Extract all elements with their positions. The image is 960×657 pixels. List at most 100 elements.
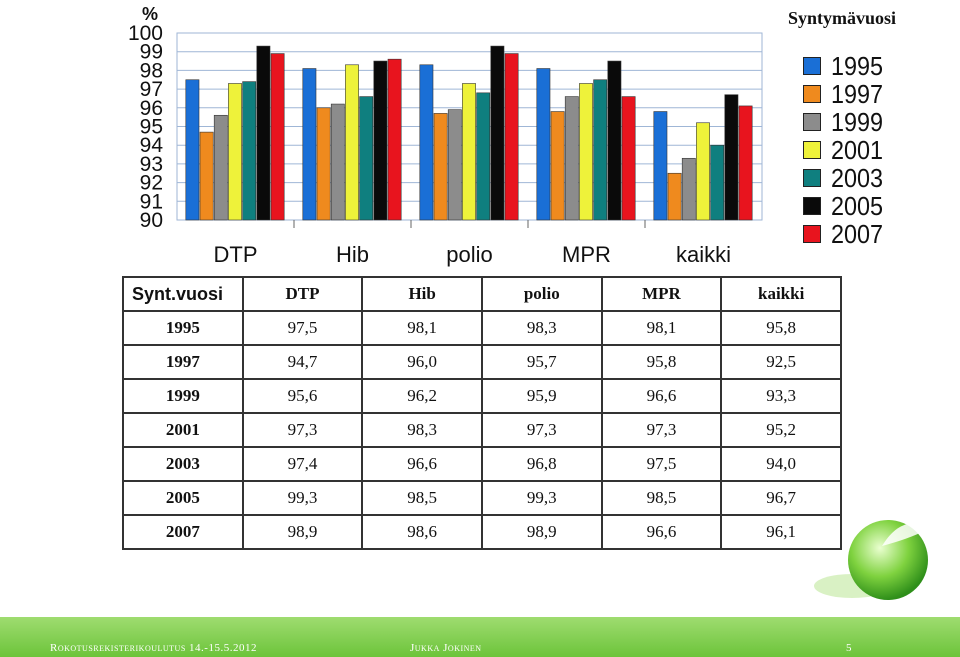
table-cell: 99,3 — [480, 480, 603, 516]
legend-label: 2003 — [831, 162, 884, 193]
table-cell: 95,7 — [480, 344, 603, 380]
table-column-header: kaikki — [720, 276, 842, 312]
chart-bars — [185, 45, 753, 221]
bar-2001-MPR — [579, 83, 593, 221]
vaccination-table: Synt.vuosi DTP Hib polio MPR kaikki 1995 97,5 9… — [122, 276, 842, 550]
table-column-header: Hib — [361, 276, 483, 312]
table-cell: 96,6 — [600, 514, 723, 550]
bar-2007-MPR — [621, 96, 636, 221]
table-cell: 98,1 — [600, 310, 723, 346]
bar-2001-Hib — [345, 64, 359, 221]
table-cell: 93,3 — [720, 378, 842, 414]
y-axis-label: % — [142, 4, 158, 24]
table-cell: 98,1 — [361, 310, 483, 346]
legend-label: 1997 — [831, 78, 884, 109]
bar-2003-Hib — [359, 96, 374, 221]
bar-2007-Hib — [387, 58, 402, 221]
table-row-year: 2007 — [122, 514, 244, 550]
table-column-header: DTP — [241, 276, 364, 312]
table-cell: 95,8 — [720, 310, 842, 346]
footer-author: Jukka Jokinen — [410, 642, 482, 654]
y-tick-label: 98 — [140, 59, 163, 82]
table-cell: 94,7 — [241, 344, 364, 380]
legend-item-1995: 1995 — [803, 50, 889, 81]
bar-1995-polio — [419, 64, 434, 221]
y-tick-label: 92 — [140, 172, 163, 195]
bar-1999-MPR — [564, 96, 579, 221]
legend-swatch — [803, 225, 821, 243]
table-cell: 96,2 — [361, 378, 483, 414]
x-axis-ticks: DTP Hib polio MPR kaikki — [214, 220, 731, 267]
legend-swatch — [803, 197, 821, 215]
table-row: 2001 97,3 98,3 97,3 97,3 95,2 — [122, 412, 842, 448]
bar-2001-polio — [462, 83, 476, 221]
bar-2005-Hib — [373, 60, 388, 221]
table-header-row: Synt.vuosi DTP Hib polio MPR kaikki — [122, 276, 842, 312]
legend-item-2007: 2007 — [803, 218, 889, 249]
bar-2007-DTP — [270, 53, 285, 221]
legend-label: 2007 — [831, 218, 884, 249]
legend-label: 1995 — [831, 50, 884, 81]
table-row: 2007 98,9 98,6 98,9 96,6 96,1 — [122, 514, 842, 550]
legend-item-1997: 1997 — [803, 78, 889, 109]
y-tick-label: 94 — [140, 134, 164, 157]
legend-swatch — [803, 113, 821, 131]
x-tick-label: polio — [446, 242, 492, 267]
legend-swatch — [803, 57, 821, 75]
table-cell: 97,3 — [241, 412, 364, 448]
y-tick-label: 93 — [140, 153, 163, 176]
table-cell: 97,5 — [241, 310, 364, 346]
y-tick-label: 97 — [140, 78, 163, 101]
bar-1995-kaikki — [653, 111, 668, 221]
footer-course: Rokotusrekisterikoulutus 14.-15.5.2012 — [50, 642, 257, 654]
table-row: 2003 97,4 96,6 96,8 97,5 94,0 — [122, 446, 842, 482]
table-cell: 96,7 — [720, 480, 842, 516]
legend-item-1999: 1999 — [803, 106, 889, 137]
table-cell: 97,4 — [241, 446, 364, 482]
legend-title: Syntymävuosi — [787, 8, 897, 28]
bar-1995-DTP — [185, 79, 200, 221]
y-tick-label: 91 — [140, 190, 163, 213]
x-tick-label: Hib — [336, 242, 369, 267]
table-cell: 94,0 — [720, 446, 842, 482]
legend-item-2005: 2005 — [803, 191, 889, 221]
y-tick-label: 95 — [140, 116, 163, 139]
table-row: 1997 94,7 96,0 95,7 95,8 92,5 — [122, 344, 842, 380]
bar-2005-polio — [490, 45, 505, 221]
table-cell: 97,5 — [600, 446, 723, 482]
bar-2005-DTP — [256, 45, 271, 221]
table-row: 1999 95,6 96,2 95,9 96,6 93,3 — [122, 378, 842, 414]
legend-label: 1999 — [831, 106, 884, 137]
table-cell: 98,9 — [480, 514, 603, 550]
chart-legend: 1995 1997 1999 2001 2003 2005 2007 — [803, 50, 889, 249]
bar-2003-kaikki — [710, 144, 725, 221]
table-cell: 98,5 — [361, 480, 483, 516]
table-row-year: 1995 — [122, 310, 244, 346]
bar-2007-kaikki — [738, 105, 753, 221]
bar-1997-Hib — [316, 107, 331, 221]
bar-1997-polio — [433, 113, 448, 221]
table-cell: 98,3 — [480, 310, 603, 346]
table-cell: 97,3 — [600, 412, 723, 448]
table-row: 2005 99,3 98,5 99,3 98,5 96,7 — [122, 480, 842, 516]
x-tick-label: kaikki — [676, 242, 731, 267]
table-cell: 95,6 — [241, 378, 364, 414]
table-row-year: 2003 — [122, 446, 244, 482]
bar-2005-MPR — [607, 60, 622, 221]
x-tick-label: MPR — [562, 242, 611, 267]
table-cell: 96,8 — [480, 446, 603, 482]
table-cell: 96,0 — [361, 344, 483, 380]
table-column-header: MPR — [600, 276, 723, 312]
table-cell: 92,5 — [720, 344, 842, 380]
legend-swatch — [803, 169, 821, 187]
bar-1999-Hib — [330, 103, 345, 221]
bar-1999-kaikki — [681, 157, 696, 221]
bar-2001-DTP — [228, 83, 242, 221]
y-tick-label: 99 — [140, 41, 163, 64]
table-cell: 98,6 — [361, 514, 483, 550]
table-cell: 96,6 — [600, 378, 723, 414]
table-cell: 97,3 — [480, 412, 603, 448]
legend-swatch — [803, 141, 821, 159]
bar-1999-DTP — [213, 114, 228, 221]
bar-1999-polio — [447, 109, 462, 221]
